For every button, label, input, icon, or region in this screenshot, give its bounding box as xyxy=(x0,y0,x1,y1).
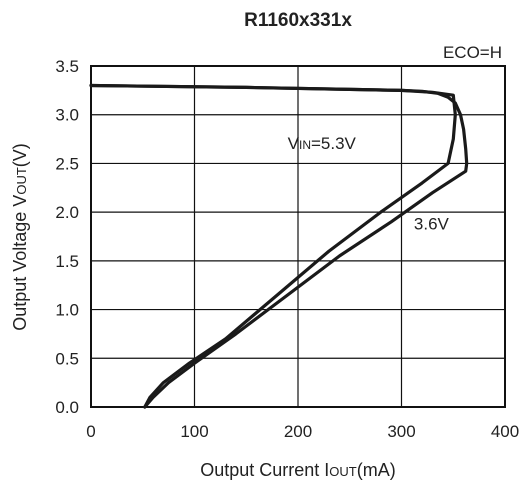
y-tick-label: 0.0 xyxy=(55,398,79,417)
x-tick-label: 200 xyxy=(284,422,312,441)
x-tick-label: 400 xyxy=(491,422,519,441)
y-tick-label: 3.5 xyxy=(55,57,79,76)
series-line xyxy=(89,83,469,409)
plot-frame xyxy=(90,65,506,408)
eco-annotation: ECO=H xyxy=(443,43,502,62)
series-labels: VIN=5.3V 3.6V xyxy=(288,134,450,234)
y-tick-label: 1.0 xyxy=(55,301,79,320)
chart-title: R1160x331x xyxy=(244,10,352,31)
grid xyxy=(90,65,506,408)
y-axis-label: Output Voltage VOUT(V) xyxy=(10,143,30,331)
y-tick-label: 2.5 xyxy=(55,154,79,173)
y-tick-label: 2.0 xyxy=(55,203,79,222)
x-tick-labels: 0 100 200 300 400 xyxy=(86,422,519,441)
series-label: 3.6V xyxy=(414,215,450,234)
x-tick-label: 0 xyxy=(86,422,95,441)
series-label: VIN=5.3V xyxy=(288,134,357,153)
x-tick-label: 300 xyxy=(387,422,415,441)
y-tick-label: 3.0 xyxy=(55,106,79,125)
x-axis-label: Output Current IOUT(mA) xyxy=(200,460,396,480)
y-tick-labels: 0.0 0.5 1.0 1.5 2.0 2.5 3.0 3.5 xyxy=(55,57,79,417)
y-tick-label: 1.5 xyxy=(55,252,79,271)
x-tick-label: 100 xyxy=(180,422,208,441)
series-lines xyxy=(89,83,469,409)
y-tick-label: 0.5 xyxy=(55,349,79,368)
